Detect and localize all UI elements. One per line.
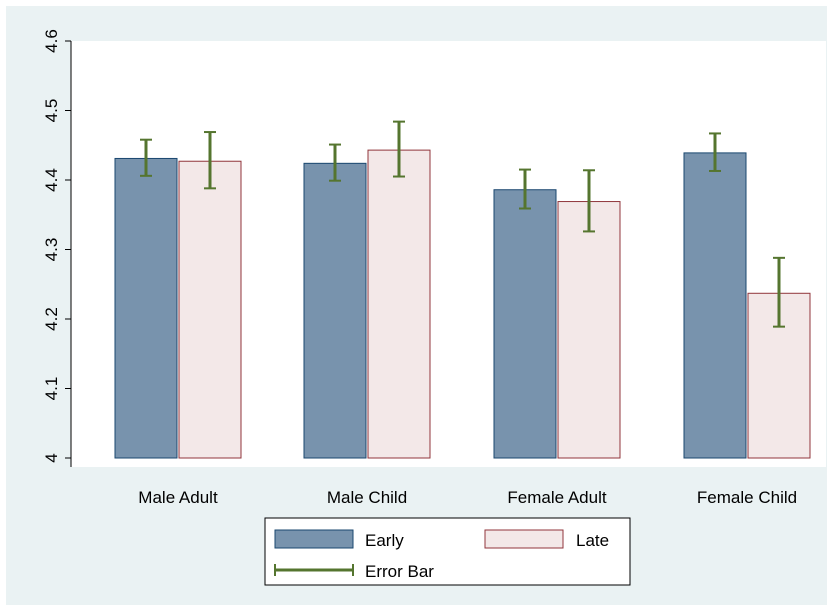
- y-tick-label: 4: [42, 453, 61, 462]
- legend-swatch-error-bar: [274, 564, 354, 576]
- legend-label-early: Early: [365, 531, 404, 550]
- bar-early: [493, 189, 557, 459]
- bar-late: [367, 149, 431, 459]
- bar-early: [303, 162, 367, 459]
- x-tick-label: Female Child: [697, 488, 797, 507]
- y-tick-label: 4.2: [42, 307, 61, 331]
- y-tick-label: 4.5: [42, 99, 61, 123]
- x-tick-label: Male Child: [327, 488, 407, 507]
- error-bar: [709, 132, 721, 172]
- error-bar: [519, 168, 531, 210]
- error-bar: [329, 143, 341, 182]
- bar-early: [114, 157, 178, 459]
- legend-swatch-early: [274, 529, 354, 549]
- bar-late: [178, 160, 242, 459]
- error-bar: [583, 169, 595, 233]
- legend-label-error-bar: Error Bar: [365, 562, 434, 581]
- error-bar: [204, 131, 216, 190]
- legend-label-late: Late: [576, 531, 609, 550]
- y-tick-label: 4.4: [42, 168, 61, 192]
- x-tick-label: Female Adult: [507, 488, 606, 507]
- y-tick-label: 4.6: [42, 29, 61, 53]
- y-tick-label: 4.1: [42, 377, 61, 401]
- y-tick-label: 4.3: [42, 238, 61, 262]
- legend-swatch-late: [484, 529, 564, 549]
- x-axis-labels: Male Adult Male Child Female Adult Female C…: [138, 488, 797, 507]
- y-axis-ticks: 4 4.1 4.2 4.3 4.4 4.5 4.6: [42, 29, 71, 463]
- error-bar: [140, 138, 152, 177]
- x-tick-label: Male Adult: [138, 488, 218, 507]
- error-bar: [393, 120, 405, 178]
- error-bar: [773, 256, 785, 328]
- legend-box: [264, 517, 631, 586]
- bar-early: [683, 152, 747, 459]
- error-bars-group: [140, 120, 785, 328]
- legend: Early Late Error Bar: [264, 517, 631, 586]
- bars-group: [114, 149, 811, 459]
- bar-late: [557, 201, 621, 459]
